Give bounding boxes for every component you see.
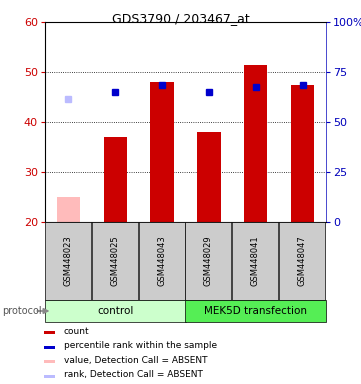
Text: control: control [97, 306, 134, 316]
Bar [104, 137, 127, 222]
Text: GSM448029: GSM448029 [204, 236, 213, 286]
Bar [291, 84, 314, 222]
Text: GSM448025: GSM448025 [110, 236, 119, 286]
Text: rank, Detection Call = ABSENT: rank, Detection Call = ABSENT [64, 370, 203, 379]
Text: GSM448047: GSM448047 [297, 236, 306, 286]
Text: count: count [64, 327, 89, 336]
Text: GDS3790 / 203467_at: GDS3790 / 203467_at [112, 12, 249, 25]
Bar [57, 197, 80, 222]
Text: MEK5D transfection: MEK5D transfection [204, 306, 307, 316]
Bar [45, 300, 186, 322]
Bar [151, 82, 174, 222]
Bar [232, 222, 278, 300]
Bar [279, 222, 325, 300]
Bar [139, 222, 184, 300]
Bar [44, 375, 55, 378]
Bar [186, 222, 231, 300]
Bar [44, 346, 55, 349]
Text: GSM448043: GSM448043 [157, 236, 166, 286]
Text: percentile rank within the sample: percentile rank within the sample [64, 341, 217, 350]
Bar [44, 361, 55, 363]
Bar [244, 65, 268, 222]
Bar [45, 222, 91, 300]
Bar [44, 331, 55, 334]
Text: GSM448023: GSM448023 [64, 236, 73, 286]
Text: GSM448041: GSM448041 [251, 236, 260, 286]
Bar [186, 300, 326, 322]
Bar [197, 132, 221, 222]
Bar [92, 222, 138, 300]
Text: value, Detection Call = ABSENT: value, Detection Call = ABSENT [64, 356, 207, 365]
Text: protocol: protocol [2, 306, 42, 316]
